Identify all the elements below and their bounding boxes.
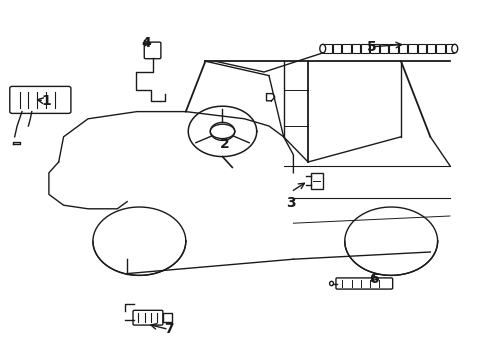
Text: 2: 2 (220, 137, 229, 151)
Ellipse shape (210, 124, 234, 139)
Bar (360, 44, 368, 53)
Bar (417, 44, 425, 53)
Bar (407, 44, 416, 53)
Bar (332, 44, 341, 53)
Bar (435, 44, 444, 53)
FancyBboxPatch shape (10, 86, 71, 113)
Bar (323, 44, 331, 53)
Ellipse shape (329, 282, 333, 286)
Bar (310, 173, 322, 189)
Text: 6: 6 (368, 272, 378, 286)
Ellipse shape (319, 44, 325, 53)
Ellipse shape (451, 44, 457, 53)
Bar (351, 44, 359, 53)
FancyBboxPatch shape (133, 310, 163, 325)
Bar (379, 44, 387, 53)
FancyBboxPatch shape (335, 278, 392, 289)
Bar (163, 313, 171, 322)
Bar (426, 44, 434, 53)
Text: 7: 7 (163, 323, 173, 336)
Text: 1: 1 (41, 94, 51, 108)
Text: 5: 5 (366, 40, 376, 54)
FancyBboxPatch shape (144, 42, 161, 59)
Text: 4: 4 (142, 36, 151, 50)
Bar (388, 44, 397, 53)
Bar (342, 44, 350, 53)
Bar (369, 44, 378, 53)
Bar (398, 44, 407, 53)
Bar (445, 44, 453, 53)
Text: 3: 3 (285, 197, 295, 210)
